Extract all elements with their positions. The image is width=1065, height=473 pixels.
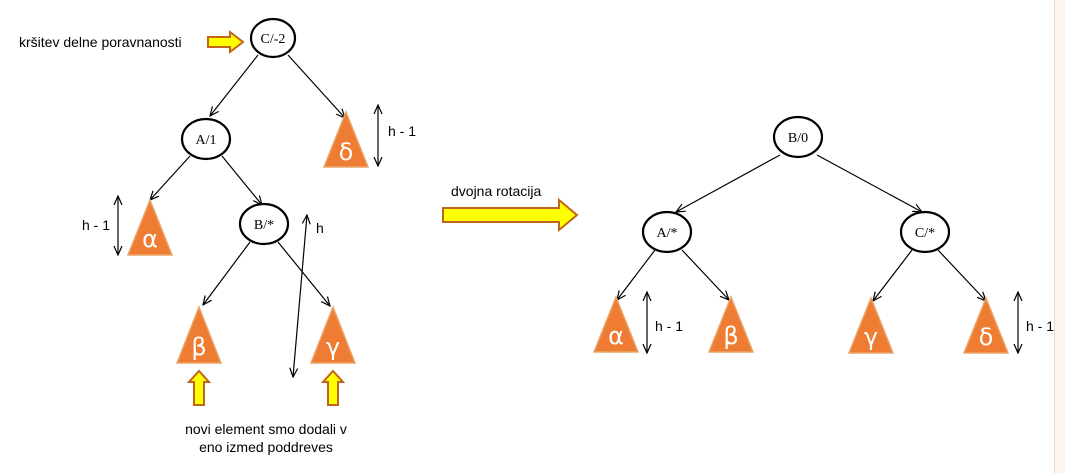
edge-c-delta bbox=[287, 54, 345, 118]
height-label-alpha-left: h - 1 bbox=[82, 217, 110, 233]
edge-a-alpha-right bbox=[617, 249, 656, 300]
violation-label: kršitev delne poravnanosti bbox=[19, 34, 182, 50]
rotation-arrow-icon bbox=[442, 197, 579, 233]
node-b: B/* bbox=[238, 202, 290, 246]
height-label-delta-left: h - 1 bbox=[388, 123, 416, 139]
rotation-label: dvojna rotacija bbox=[451, 183, 541, 199]
slide-right-border bbox=[1054, 0, 1065, 473]
edge-c-gamma-right bbox=[873, 249, 913, 301]
edge-c-a bbox=[210, 54, 259, 116]
edge-a-beta-right bbox=[681, 249, 729, 300]
subtree-beta-right: β bbox=[707, 294, 755, 353]
svg-text:C/*: C/* bbox=[915, 226, 935, 241]
height-label-delta-right: h - 1 bbox=[1026, 318, 1054, 334]
svg-text:A/1: A/1 bbox=[196, 133, 217, 148]
svg-text:C/-2: C/-2 bbox=[261, 32, 286, 47]
height-arrow-b bbox=[293, 215, 307, 377]
node-c-right: C/* bbox=[899, 210, 951, 254]
svg-text:A/*: A/* bbox=[657, 226, 678, 241]
svg-text:δ: δ bbox=[979, 323, 994, 351]
subtree-beta-left: β bbox=[175, 304, 223, 364]
insert-arrow-gamma-icon bbox=[320, 369, 346, 406]
insertion-note-line2: eno izmed poddreves bbox=[199, 439, 333, 455]
edge-b-a-right bbox=[676, 154, 781, 212]
svg-text:B/*: B/* bbox=[254, 218, 274, 233]
edge-a-alpha bbox=[150, 155, 191, 200]
svg-text:δ: δ bbox=[339, 138, 354, 166]
insertion-note-line1: novi element smo dodali v bbox=[185, 421, 347, 437]
subtree-gamma-left: γ bbox=[309, 304, 357, 364]
edge-c-delta-right bbox=[937, 249, 986, 301]
node-b-right: B/0 bbox=[772, 115, 824, 159]
svg-text:γ: γ bbox=[326, 333, 340, 361]
subtree-gamma-right: γ bbox=[847, 295, 895, 354]
height-label-alpha-right: h - 1 bbox=[655, 318, 683, 334]
insert-arrow-beta-icon bbox=[186, 369, 212, 406]
svg-text:B/0: B/0 bbox=[788, 131, 808, 146]
node-a-right: A/* bbox=[641, 210, 693, 254]
edge-a-b bbox=[221, 155, 262, 205]
svg-text:β: β bbox=[191, 333, 206, 361]
svg-text:β: β bbox=[723, 322, 738, 350]
subtree-delta-left: δ bbox=[322, 109, 370, 168]
svg-text:α: α bbox=[608, 322, 624, 350]
height-label-b: h bbox=[316, 220, 324, 236]
svg-text:α: α bbox=[142, 225, 158, 253]
edge-b-c-right bbox=[816, 154, 922, 212]
subtree-alpha-left: α bbox=[126, 197, 174, 256]
node-c: C/-2 bbox=[249, 17, 297, 59]
svg-text:γ: γ bbox=[864, 323, 878, 351]
subtree-alpha-right: α bbox=[592, 294, 640, 353]
violation-arrow-icon bbox=[207, 29, 245, 55]
edge-b-beta bbox=[203, 241, 251, 305]
subtree-delta-right: δ bbox=[962, 295, 1010, 354]
node-a: A/1 bbox=[180, 117, 232, 161]
